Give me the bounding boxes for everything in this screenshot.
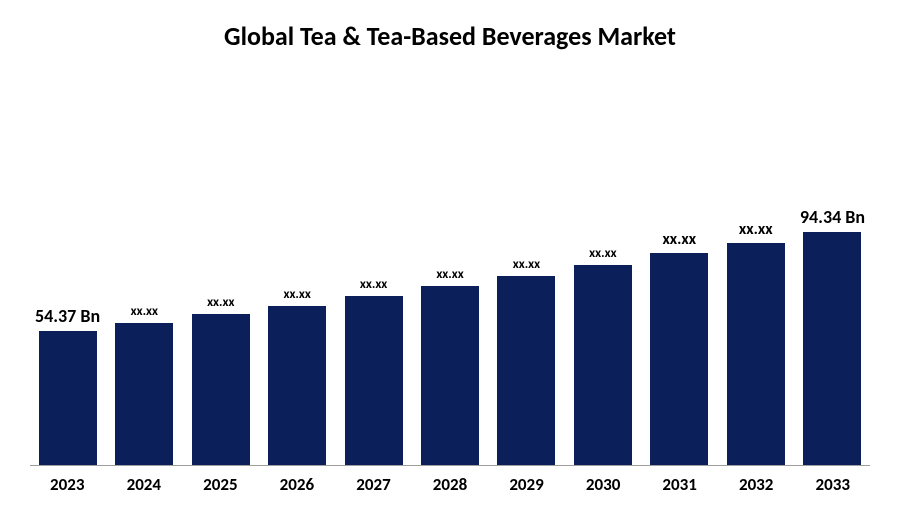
x-axis-label: 2032 [724, 474, 789, 495]
x-axis-label: 2025 [188, 474, 253, 495]
bars-row: 54.37 Bn xx.xx xx.xx xx.xx xx.xx xx.xx xx.xx xx… [30, 72, 870, 466]
x-axis-label: 2033 [800, 474, 865, 495]
x-axis-label: 2031 [647, 474, 712, 495]
bar-group: 54.37 Bn [35, 72, 100, 465]
bar-value-label: 94.34 Bn [800, 206, 865, 228]
bar-group: xx.xx [265, 72, 329, 465]
x-axis-label: 2029 [494, 474, 559, 495]
bar-group: xx.xx [494, 72, 558, 465]
x-axis-label: 2027 [341, 474, 406, 495]
x-axis-label: 2026 [265, 474, 330, 495]
bar-value-label: xx.xx [360, 277, 387, 292]
bar-value-label: xx.xx [131, 304, 158, 319]
bar [268, 306, 326, 465]
bar-group: xx.xx [112, 72, 176, 465]
bar [421, 286, 479, 465]
x-axis-label: 2028 [418, 474, 483, 495]
bar-value-label: 54.37 Bn [35, 305, 100, 327]
chart-container: Global Tea & Tea-Based Beverages Market … [0, 0, 900, 525]
bar [497, 276, 555, 465]
bar [727, 243, 785, 465]
chart-title: Global Tea & Tea-Based Beverages Market [30, 20, 870, 52]
bar [39, 331, 97, 465]
x-axis-label: 2024 [112, 474, 177, 495]
bar-group: xx.xx [418, 72, 482, 465]
chart-area: 54.37 Bn xx.xx xx.xx xx.xx xx.xx xx.xx xx.xx xx… [30, 72, 870, 495]
bar-value-label: xx.xx [589, 246, 616, 261]
bar-value-label: xx.xx [513, 257, 540, 272]
bar-group: xx.xx [571, 72, 635, 465]
bar [574, 265, 632, 465]
bar-group: xx.xx [189, 72, 253, 465]
bar [345, 296, 403, 465]
bar-value-label: xx.xx [436, 267, 463, 282]
bar-group: xx.xx [341, 72, 405, 465]
bar [192, 314, 250, 465]
x-axis-labels: 2023 2024 2025 2026 2027 2028 2029 2030 2031 2032… [30, 466, 870, 495]
bar [650, 253, 708, 465]
bar-value-label: xx.xx [739, 220, 773, 239]
x-axis-label: 2030 [571, 474, 636, 495]
x-axis-label: 2023 [35, 474, 100, 495]
bar-value-label: xx.xx [207, 295, 234, 310]
bar-group: xx.xx [647, 72, 711, 465]
bar-group: 94.34 Bn [800, 72, 865, 465]
bar [115, 323, 173, 465]
bar-value-label: xx.xx [283, 287, 310, 302]
bar-value-label: xx.xx [662, 230, 696, 249]
bar-group: xx.xx [724, 72, 788, 465]
bar [803, 232, 861, 465]
